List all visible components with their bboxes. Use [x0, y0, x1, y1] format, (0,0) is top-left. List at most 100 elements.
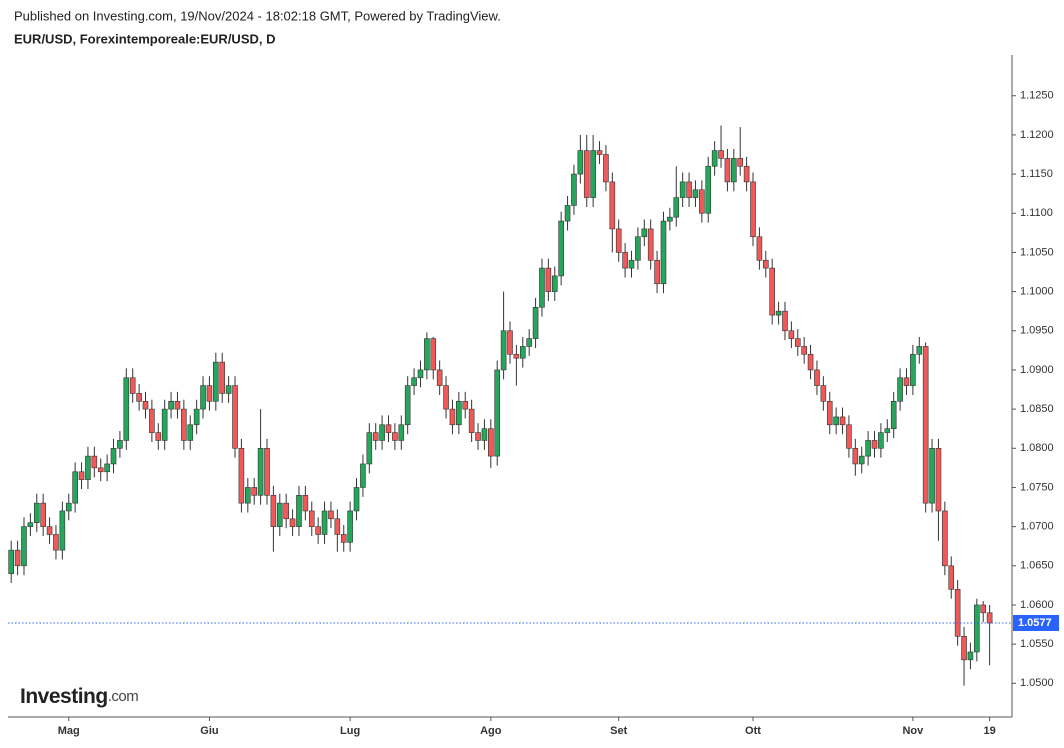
- candle-body: [615, 228, 622, 253]
- candle-body: [903, 377, 910, 386]
- candle-body: [967, 651, 974, 661]
- y-tick-label: 1.1150: [1020, 168, 1053, 180]
- candle-body: [296, 494, 302, 527]
- candle-body: [78, 471, 85, 480]
- candle-body: [628, 259, 635, 269]
- candle-body: [878, 432, 884, 449]
- candle-body: [392, 432, 398, 441]
- candle-body: [654, 259, 660, 285]
- candle-body: [283, 502, 289, 520]
- candle-body: [315, 526, 321, 535]
- y-tick-label: 1.0900: [1020, 364, 1054, 376]
- candle-body: [238, 447, 245, 504]
- candle-body: [622, 252, 628, 269]
- x-tick-label: Lug: [340, 725, 360, 737]
- candle-body: [117, 440, 123, 449]
- candle-body: [590, 150, 596, 198]
- candle-body: [718, 150, 724, 159]
- candle-body: [577, 150, 584, 175]
- candle-body: [161, 408, 168, 441]
- candle-body: [225, 385, 232, 394]
- candle-body: [801, 346, 807, 355]
- candle-body: [775, 310, 782, 316]
- candle-body: [871, 440, 878, 449]
- chart-title: EUR/USD, Forexintemporeale:EUR/USD, D: [14, 31, 276, 46]
- candle-body: [206, 385, 213, 402]
- x-tick-label: Nov: [902, 725, 924, 737]
- candle-body: [149, 408, 155, 433]
- candle-body: [21, 526, 27, 567]
- candle-body: [481, 428, 488, 441]
- y-tick-label: 1.0850: [1020, 403, 1054, 415]
- candle-body: [340, 534, 347, 543]
- x-tick-label: Ago: [480, 725, 502, 737]
- candle-body: [289, 518, 296, 527]
- y-tick-label: 1.1250: [1020, 90, 1054, 102]
- candle-body: [232, 385, 238, 449]
- logo-suffix: .com: [108, 688, 139, 705]
- y-tick-label: 1.1000: [1020, 286, 1054, 298]
- candle-body: [769, 267, 775, 316]
- candle-body: [794, 338, 801, 347]
- candle-body: [72, 471, 78, 504]
- candle-body: [276, 502, 283, 527]
- candle-body: [200, 385, 206, 410]
- candle-body: [14, 549, 21, 567]
- candle-body: [65, 502, 72, 512]
- candle-body: [33, 502, 40, 524]
- candle-body: [334, 518, 341, 535]
- candle-body: [8, 549, 14, 574]
- candle-body: [404, 385, 411, 426]
- candle-body: [667, 216, 673, 222]
- candle-body: [168, 400, 174, 410]
- candle-body: [961, 636, 967, 661]
- candle-body: [257, 447, 264, 496]
- candle-body: [40, 502, 46, 527]
- candle-body: [424, 338, 430, 371]
- x-tick-label: 19: [983, 725, 995, 737]
- candle-body: [609, 181, 616, 230]
- candle-body: [673, 197, 680, 218]
- y-tick-label: 1.0700: [1020, 521, 1054, 533]
- candle-body: [807, 353, 814, 371]
- candle-body: [596, 150, 603, 155]
- y-tick-label: 1.0500: [1020, 677, 1054, 689]
- candle-body: [737, 158, 744, 167]
- candle-body: [935, 447, 942, 512]
- candle-body: [321, 510, 328, 535]
- candle-body: [974, 604, 980, 653]
- candle-body: [129, 377, 136, 394]
- candle-body: [411, 377, 417, 386]
- candle-body: [948, 565, 955, 590]
- candle-body: [462, 400, 469, 410]
- candle-body: [922, 346, 929, 504]
- candle-body: [731, 158, 737, 183]
- candle-body: [814, 369, 820, 386]
- candle-body: [27, 522, 34, 527]
- candle-body: [398, 424, 405, 441]
- published-note: Published on Investing.com, 19/Nov/2024 …: [14, 8, 501, 23]
- candle-body: [59, 510, 66, 551]
- candle-body: [219, 361, 226, 394]
- candle-body: [251, 487, 258, 496]
- last-price-label: 1.0577: [1018, 617, 1052, 629]
- candle-body: [699, 189, 705, 214]
- candle-body: [635, 236, 641, 261]
- candle-body: [181, 408, 187, 441]
- candle-body: [782, 310, 788, 332]
- logo-name: Investing: [20, 685, 108, 708]
- candle-body: [788, 330, 795, 339]
- candle-body: [328, 510, 334, 520]
- candle-body: [692, 189, 699, 198]
- candle-body: [910, 353, 916, 386]
- candle-body: [97, 467, 104, 473]
- x-tick-label: Giu: [200, 725, 218, 737]
- candle-body: [890, 400, 897, 429]
- candle-body: [551, 275, 558, 292]
- candle-body: [513, 353, 520, 359]
- candle-body: [647, 228, 654, 261]
- y-tick-label: 1.0950: [1020, 325, 1054, 337]
- candle-body: [85, 455, 91, 480]
- candle-body: [756, 236, 763, 261]
